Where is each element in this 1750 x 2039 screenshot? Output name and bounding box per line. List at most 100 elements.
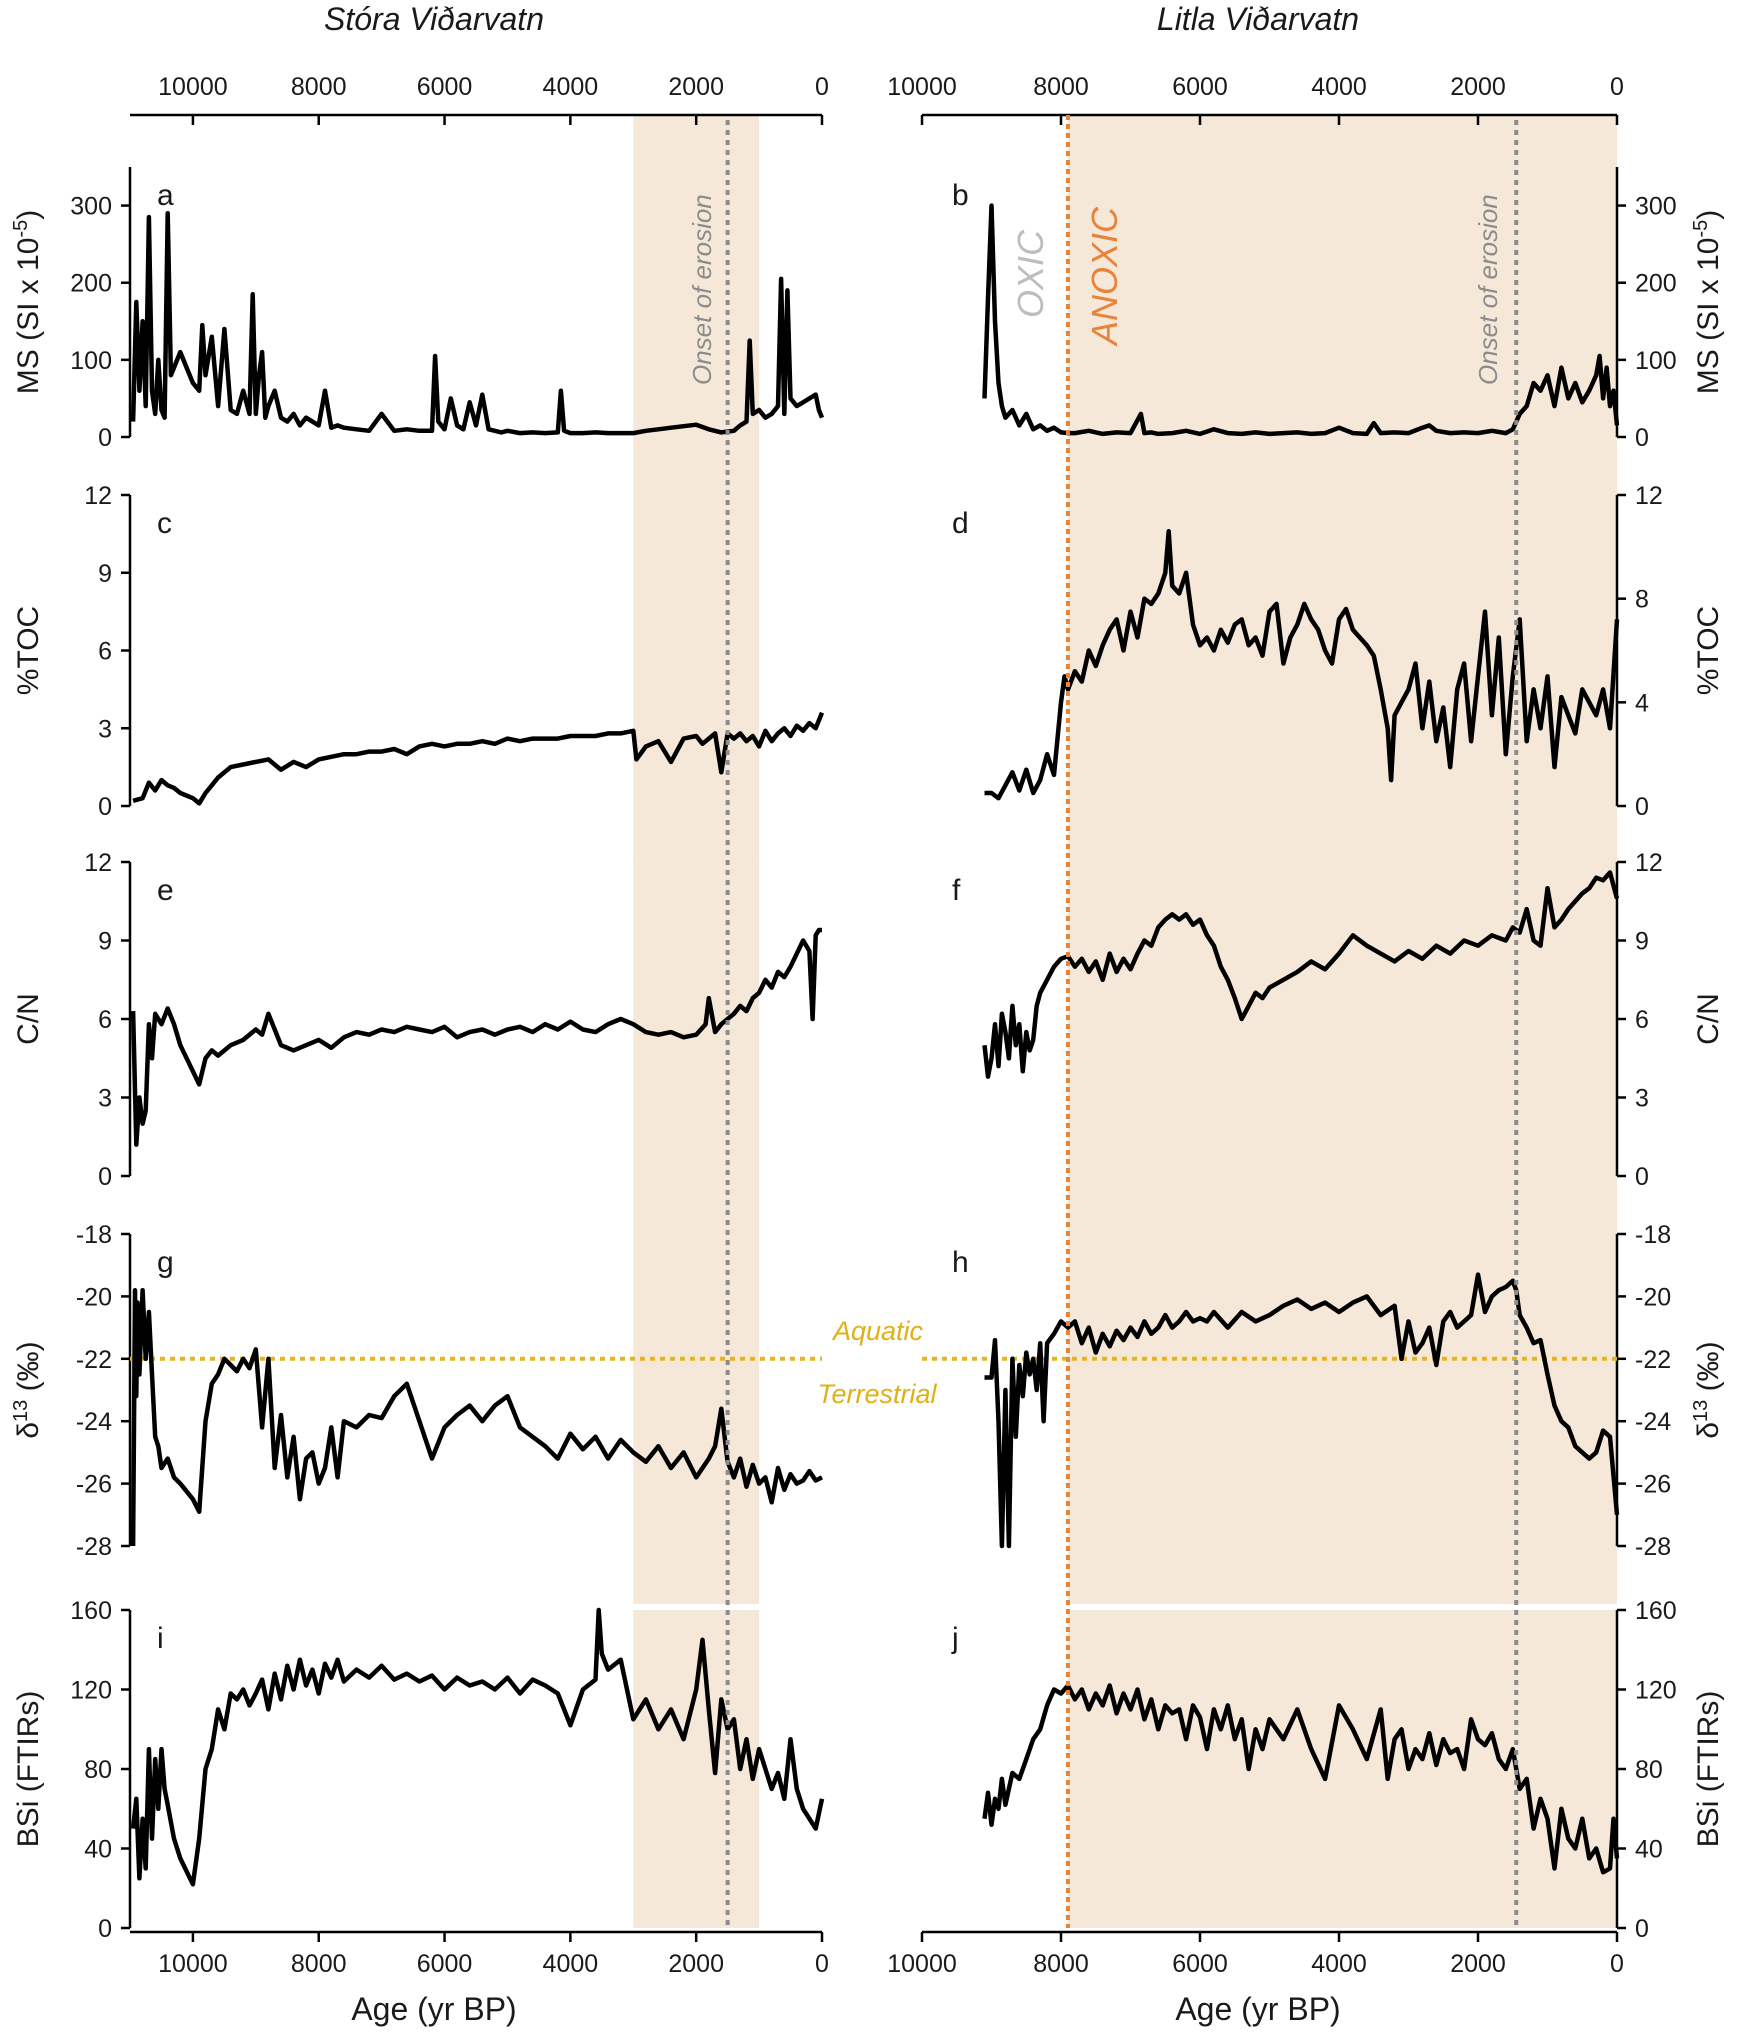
y-tick-label-i: 160 bbox=[70, 1597, 112, 1625]
y-tick-label-g: -28 bbox=[76, 1533, 112, 1561]
series-line-e bbox=[130, 927, 822, 1147]
y-tick-label-f: 6 bbox=[1635, 1006, 1649, 1034]
y-tick-label-d: 4 bbox=[1635, 689, 1649, 717]
y-tick-label-a: 200 bbox=[70, 270, 112, 298]
shade-band-e bbox=[633, 862, 760, 1234]
x-tick-label-j: 6000 bbox=[1172, 1950, 1228, 1978]
x-tick-label-b: 4000 bbox=[1311, 73, 1367, 101]
panel-g: -28 -26 -24 -22 -20 -18 δ13 (‰) g bbox=[10, 1221, 823, 1561]
panel-c: 0 3 6 9 12 %TOC c bbox=[12, 482, 825, 821]
terrestrial-note: Terrestrial bbox=[817, 1379, 937, 1409]
shade-band-b bbox=[1067, 115, 1617, 495]
panel-letter-b: b bbox=[952, 179, 969, 212]
series-line-f bbox=[982, 870, 1620, 1079]
x-tick-label-b: 2000 bbox=[1450, 73, 1506, 101]
y-axis-label-h: δ13 (‰) bbox=[1690, 1341, 1725, 1438]
y-tick-label-j: 0 bbox=[1635, 1915, 1649, 1943]
y-tick-label-i: 0 bbox=[98, 1915, 112, 1943]
y-tick-label-h: -28 bbox=[1635, 1533, 1671, 1561]
x-tick-label-a: 6000 bbox=[417, 73, 473, 101]
y-tick-label-c: 6 bbox=[98, 638, 112, 666]
panel-a: 0 100 200 300 MS (SI x 10-5) a 10000 8000 6000 40… bbox=[10, 73, 829, 452]
panel-b: 0 100 200 300 MS (SI x 10-5) b 10000 8000 6000 40… bbox=[887, 73, 1725, 452]
shade-band-f bbox=[1067, 862, 1617, 1234]
y-tick-label-d: 8 bbox=[1635, 586, 1649, 614]
y-tick-label-j: 40 bbox=[1635, 1836, 1663, 1864]
y-tick-label-i: 40 bbox=[84, 1836, 112, 1864]
y-axis-label-i: BSi (FTIRs) bbox=[12, 1691, 45, 1848]
x-tick-label-i: 10000 bbox=[158, 1950, 228, 1978]
panel-j: 0 40 80 120 160 BSi (FTIRs) j 10000 8000 6000 4000… bbox=[887, 1597, 1725, 1978]
shade-layer bbox=[633, 115, 1617, 1928]
y-tick-label-a: 300 bbox=[70, 193, 112, 221]
y-tick-label-c: 0 bbox=[98, 793, 112, 821]
x-tick-label-b: 10000 bbox=[887, 73, 957, 101]
panel-h: -28 -26 -24 -22 -20 -18 δ13 (‰) h bbox=[922, 1221, 1725, 1561]
y-axis-label-f: C/N bbox=[1692, 993, 1725, 1045]
aquatic-note: Aquatic bbox=[831, 1316, 924, 1346]
y-axis-label-a: MS (SI x 10-5) bbox=[10, 210, 45, 395]
y-tick-label-c: 9 bbox=[98, 560, 112, 588]
x-tick-label-j: 0 bbox=[1610, 1950, 1624, 1978]
y-tick-label-g: -18 bbox=[76, 1221, 112, 1249]
y-tick-label-d: 12 bbox=[1635, 482, 1663, 510]
y-tick-label-b: 200 bbox=[1635, 270, 1677, 298]
y-tick-label-f: 3 bbox=[1635, 1085, 1649, 1113]
x-tick-label-j: 2000 bbox=[1450, 1950, 1506, 1978]
y-tick-label-j: 160 bbox=[1635, 1597, 1677, 1625]
y-tick-label-h: -20 bbox=[1635, 1283, 1671, 1311]
panel-letter-a: a bbox=[157, 179, 174, 212]
y-tick-label-h: -24 bbox=[1635, 1408, 1671, 1436]
y-tick-label-c: 12 bbox=[84, 482, 112, 510]
panel-letter-f: f bbox=[952, 874, 961, 907]
series-line-j bbox=[982, 1683, 1620, 1875]
x-tick-label-i: 6000 bbox=[417, 1950, 473, 1978]
y-tick-label-g: -22 bbox=[76, 1346, 112, 1374]
y-tick-label-f: 12 bbox=[1635, 849, 1663, 877]
x-tick-label-i: 2000 bbox=[668, 1950, 724, 1978]
y-tick-label-e: 3 bbox=[98, 1085, 112, 1113]
x-tick-label-a: 2000 bbox=[668, 73, 724, 101]
oxic-note: OXIC bbox=[1010, 229, 1051, 318]
site-title-litla: Litla Viðarvatn bbox=[1157, 1, 1359, 37]
series-line-g bbox=[130, 1287, 823, 1547]
anoxic-note: ANOXIC bbox=[1084, 206, 1125, 347]
x-tick-label-b: 8000 bbox=[1033, 73, 1089, 101]
y-tick-label-e: 12 bbox=[84, 849, 112, 877]
x-tick-label-a: 4000 bbox=[543, 73, 599, 101]
x-tick-label-i: 0 bbox=[815, 1950, 829, 1978]
x-tick-label-b: 0 bbox=[1610, 73, 1624, 101]
y-tick-label-a: 100 bbox=[70, 347, 112, 375]
y-tick-label-g: -20 bbox=[76, 1283, 112, 1311]
y-tick-label-i: 80 bbox=[84, 1756, 112, 1784]
y-tick-label-j: 120 bbox=[1635, 1677, 1677, 1705]
y-tick-label-i: 120 bbox=[70, 1677, 112, 1705]
series-line-c bbox=[132, 711, 825, 806]
y-tick-label-h: -26 bbox=[1635, 1471, 1671, 1499]
y-axis-label-e: C/N bbox=[12, 993, 45, 1045]
x-tick-label-a: 8000 bbox=[291, 73, 347, 101]
x-tick-label-a: 10000 bbox=[158, 73, 228, 101]
panel-letter-c: c bbox=[157, 507, 172, 540]
x-axis-label-right: Age (yr BP) bbox=[1175, 1991, 1340, 2027]
y-tick-label-h: -18 bbox=[1635, 1221, 1671, 1249]
y-tick-label-a: 0 bbox=[98, 424, 112, 452]
series-line-b bbox=[982, 203, 1620, 437]
series-line-d bbox=[984, 529, 1620, 801]
panel-i: 0 40 80 120 160 BSi (FTIRs) i 10000 8000 6000 4000… bbox=[12, 1597, 829, 1978]
shade-band-h bbox=[1067, 1234, 1617, 1604]
y-tick-label-g: -24 bbox=[76, 1408, 112, 1436]
y-tick-label-d: 0 bbox=[1635, 793, 1649, 821]
shade-band-g bbox=[633, 1234, 760, 1604]
y-tick-label-f: 9 bbox=[1635, 928, 1649, 956]
x-tick-label-i: 8000 bbox=[291, 1950, 347, 1978]
shade-band-j bbox=[1067, 1610, 1617, 1928]
y-tick-label-b: 300 bbox=[1635, 193, 1677, 221]
x-tick-label-j: 10000 bbox=[887, 1950, 957, 1978]
shade-band-d bbox=[1067, 495, 1617, 864]
y-tick-label-c: 3 bbox=[98, 715, 112, 743]
y-axis-label-j: BSi (FTIRs) bbox=[1692, 1691, 1725, 1848]
panel-letter-i: i bbox=[157, 1622, 164, 1655]
x-tick-label-j: 4000 bbox=[1311, 1950, 1367, 1978]
